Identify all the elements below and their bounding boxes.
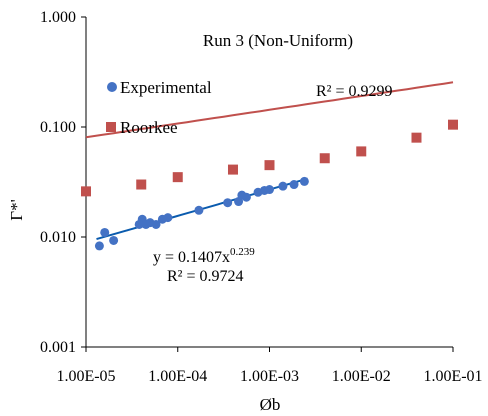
y-tick-label: 0.100 (40, 119, 76, 136)
point-roorkee (411, 132, 422, 143)
legend-marker-roorkee (106, 122, 116, 132)
legend-label-experimental: Experimental (120, 78, 212, 97)
x-tick-label: 1.00E-02 (332, 368, 391, 385)
y-tick-label: 0.010 (40, 229, 76, 246)
point-experimental (299, 176, 309, 186)
ticks (81, 16, 454, 352)
y-tick-label: 0.001 (40, 339, 76, 356)
point-roorkee (356, 146, 367, 157)
point-experimental (94, 241, 104, 251)
point-experimental (109, 235, 119, 245)
legend: Experimental Roorkee (106, 78, 212, 137)
legend-marker-experimental (107, 82, 117, 92)
experimental-equation-exponent: 0.239 (230, 246, 255, 258)
x-axis-label: Øb (260, 395, 281, 414)
x-tick-label: 1.00E-05 (56, 368, 115, 385)
point-roorkee (319, 153, 330, 164)
point-roorkee (136, 179, 147, 190)
point-roorkee (227, 164, 238, 175)
roorkee-r2-label: R² = 0.9299 (316, 83, 393, 100)
point-experimental (163, 213, 173, 223)
point-experimental (151, 219, 161, 229)
x-tick-label: 1.00E-01 (423, 368, 482, 385)
point-experimental (265, 185, 274, 195)
point-experimental (278, 181, 288, 191)
point-experimental (223, 198, 233, 208)
x-tick-label: 1.00E-04 (148, 368, 207, 385)
chart-title: Run 3 (Non-Uniform) (203, 31, 353, 50)
x-tick-label: 1.00E-03 (240, 368, 299, 385)
point-roorkee (264, 160, 275, 171)
legend-label-roorkee: Roorkee (120, 118, 178, 137)
trendline-roorkee (85, 81, 454, 139)
data-points (81, 119, 458, 251)
tick-labels: 0.001 0.010 0.100 1.000 1.00E-05 1.00E-04 1.00… (40, 9, 483, 385)
point-roorkee (81, 186, 91, 197)
y-axis-label: Γ*' (7, 199, 26, 220)
experimental-equation-label: y = 0.1407x0.239 (153, 246, 255, 266)
experimental-equation-base: y = 0.1407x (153, 249, 230, 266)
point-experimental (289, 180, 299, 190)
point-experimental (241, 192, 251, 202)
point-roorkee (448, 119, 458, 130)
point-experimental (194, 205, 204, 215)
y-tick-label: 1.000 (40, 9, 76, 26)
point-roorkee (172, 172, 183, 183)
experimental-r2-label: R² = 0.9724 (167, 268, 244, 285)
point-experimental (100, 227, 110, 237)
